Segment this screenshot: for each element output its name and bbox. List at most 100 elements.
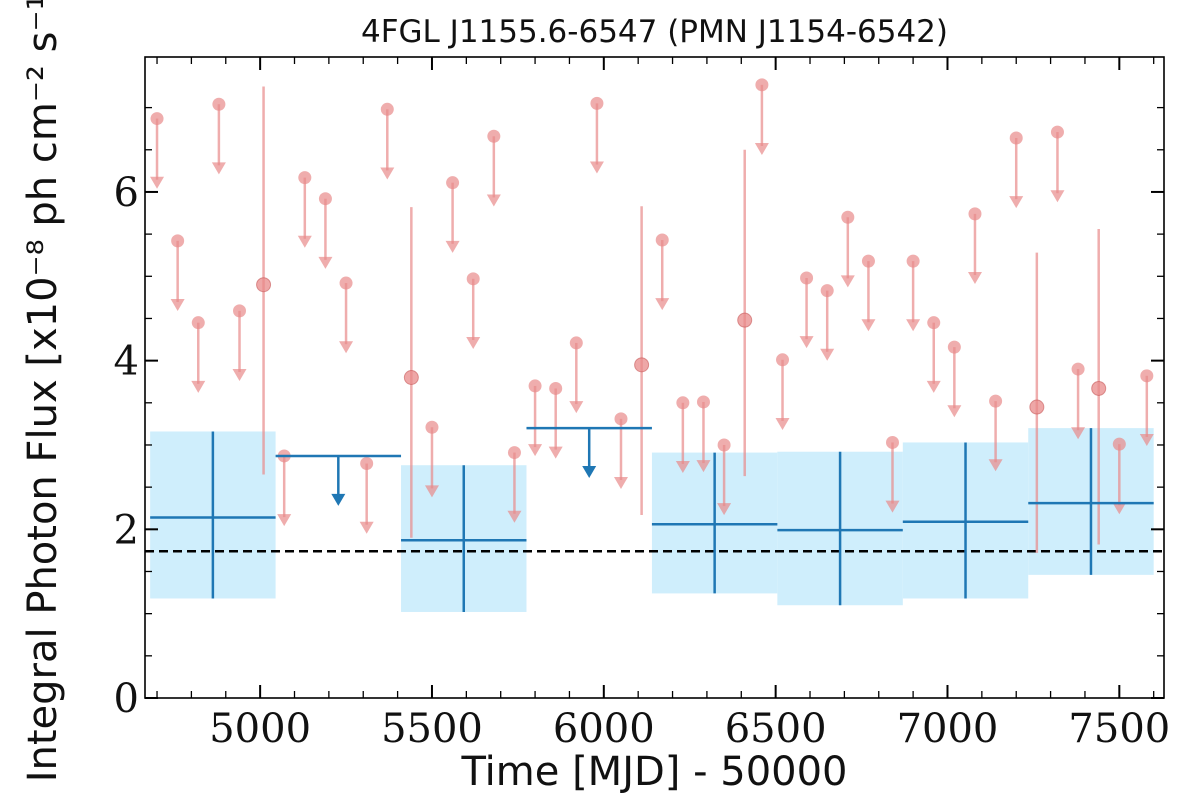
y-axis-label: Integral Photon Flux [x10⁻⁸ ph cm⁻² s⁻¹]	[20, 0, 66, 782]
upper-limit-arrow	[1112, 502, 1127, 515]
upper-limit-arrow	[380, 167, 395, 180]
upper-limit-arrow	[967, 272, 982, 285]
upper-limit-arrow	[548, 446, 563, 459]
monthly-upper-limit	[655, 233, 670, 311]
monthly-upper-limit	[885, 435, 900, 513]
chart-title: 4FGL J1155.6-6547 (PMN J1154-6542)	[361, 14, 948, 50]
detection-point	[1029, 399, 1045, 415]
monthly-upper-limit	[191, 316, 206, 393]
upper-limit-point	[569, 336, 583, 350]
detection-point	[634, 357, 650, 373]
upper-limit-point	[150, 112, 164, 126]
monthly-upper-limit	[613, 412, 628, 489]
monthly-upper-limit	[717, 438, 732, 516]
monthly-upper-limit	[861, 254, 876, 332]
x-tick-label: 7000	[897, 706, 999, 752]
upper-limit-point	[339, 276, 353, 290]
upper-limit-arrow	[655, 298, 670, 311]
x-axis-label: Time [MJD] - 50000	[460, 749, 847, 795]
upper-limit-arrow	[885, 500, 900, 513]
monthly-upper-limit	[528, 379, 543, 457]
upper-limit-point	[1050, 125, 1064, 139]
upper-limit-point	[861, 254, 875, 268]
upper-limit-point	[380, 102, 394, 116]
monthly-upper-limit	[486, 129, 501, 207]
monthly-upper-limit	[840, 210, 855, 288]
yearly-upper-limit-arrow	[582, 466, 597, 479]
x-tick-label: 6000	[553, 706, 655, 752]
upper-limit-point	[191, 316, 205, 330]
monthly-detection	[403, 207, 419, 538]
monthly-detection	[256, 86, 272, 475]
monthly-upper-limit	[988, 394, 1003, 472]
upper-limit-arrow	[906, 319, 921, 332]
monthly-upper-limit	[1139, 369, 1154, 446]
monthly-upper-limit	[339, 276, 354, 354]
upper-limit-arrow	[613, 476, 628, 489]
detection-point	[403, 370, 419, 385]
yearly-detection	[401, 465, 527, 612]
upper-limit-arrow	[589, 161, 604, 174]
plot-frame	[144, 56, 1165, 699]
x-tick-label: 6500	[725, 706, 827, 752]
upper-limit-arrow	[318, 256, 333, 269]
upper-limit-point	[1112, 437, 1126, 451]
monthly-upper-limit	[297, 171, 312, 248]
monthly-upper-limit	[150, 112, 165, 189]
upper-limit-arrow	[191, 380, 206, 393]
monthly-upper-limit	[926, 316, 941, 393]
upper-limit-arrow	[696, 460, 711, 473]
monthly-detection	[737, 149, 753, 477]
upper-limit-point	[696, 395, 710, 409]
yearly-upper-limit	[275, 454, 402, 506]
monthly-upper-limit	[1050, 125, 1065, 203]
upper-limit-arrow	[339, 341, 354, 354]
yearly-detection	[651, 452, 778, 594]
monthly-light-curve	[150, 78, 1154, 553]
upper-limit-point	[968, 207, 982, 221]
axis-ticks: 5000 5500 6000 6500 7000 7500 0 2 4 6	[114, 57, 1170, 752]
monthly-upper-limit	[906, 254, 921, 332]
upper-limit-point	[233, 304, 247, 318]
monthly-upper-limit	[947, 340, 962, 418]
yearly-detection	[902, 442, 1029, 599]
monthly-upper-limit	[820, 284, 835, 361]
monthly-upper-limit	[675, 396, 690, 473]
monthly-upper-limit	[211, 97, 226, 175]
monthly-upper-limit	[589, 96, 604, 174]
yearly-upper-limit-arrow	[331, 493, 346, 506]
yearly-detection	[777, 451, 903, 606]
upper-limit-point	[507, 446, 521, 460]
upper-limit-arrow	[569, 401, 584, 414]
upper-limit-point	[989, 394, 1003, 408]
x-tick-label: 5000	[209, 706, 311, 752]
upper-limit-arrow	[1139, 433, 1154, 446]
monthly-upper-limit	[424, 420, 439, 498]
upper-limit-point	[212, 97, 226, 111]
monthly-upper-limit	[569, 336, 584, 414]
upper-limit-point	[1140, 369, 1154, 383]
upper-limit-arrow	[799, 336, 814, 349]
monthly-upper-limit	[232, 304, 247, 382]
monthly-upper-limit	[1009, 131, 1024, 209]
upper-limit-arrow	[232, 369, 247, 382]
detection-point	[737, 312, 753, 328]
upper-limit-point	[425, 420, 439, 434]
upper-limit-arrow	[926, 380, 941, 393]
upper-limit-point	[171, 234, 185, 248]
upper-limit-arrow	[1050, 190, 1065, 203]
upper-limit-arrow	[754, 142, 769, 155]
upper-limit-point	[360, 457, 374, 471]
monthly-upper-limit	[799, 271, 814, 349]
monthly-detection	[634, 206, 650, 515]
upper-limit-arrow	[775, 417, 790, 430]
detection-point	[256, 277, 272, 293]
upper-limit-point	[446, 176, 460, 190]
yearly-detection	[1028, 428, 1154, 575]
x-tick-label: 7500	[1068, 706, 1170, 752]
upper-limit-point	[487, 129, 501, 143]
upper-limit-point	[717, 438, 731, 452]
monthly-upper-limit	[548, 381, 563, 459]
monthly-upper-limit	[967, 207, 982, 285]
